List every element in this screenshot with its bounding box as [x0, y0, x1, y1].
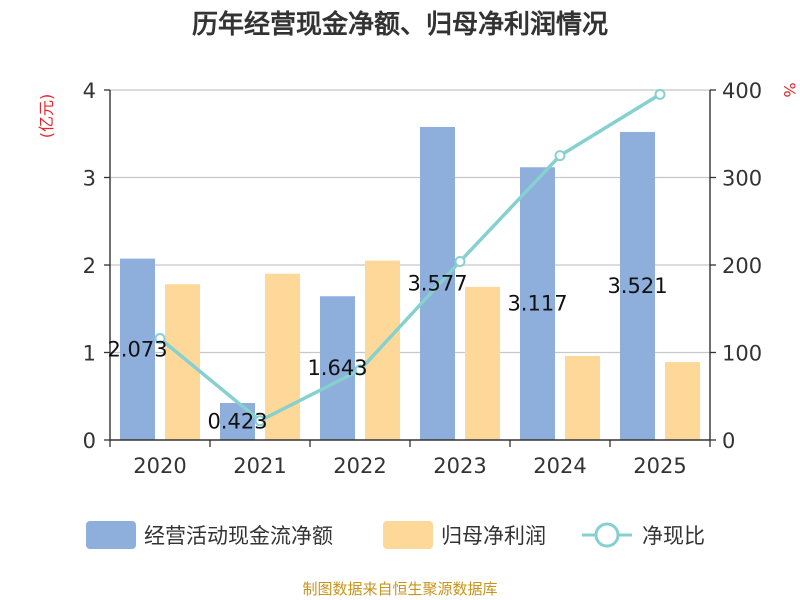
- chart-title: 历年经营现金净额、归母净利润情况: [192, 9, 608, 40]
- right-axis-tick-label: 400: [722, 79, 762, 103]
- ratio-point: [654, 88, 666, 100]
- data-label-cashflow: 1.643: [307, 356, 367, 380]
- left-axis-tick-label: 1: [83, 342, 96, 366]
- data-label-cashflow: 0.423: [207, 409, 267, 433]
- right-axis-tick-label: 300: [722, 167, 762, 191]
- bar-cashflow: [520, 167, 555, 440]
- ratio-point: [254, 415, 266, 427]
- bar-netprofit: [165, 284, 200, 440]
- source-note: 制图数据来自恒生聚源数据库: [302, 580, 497, 598]
- x-axis-tick-label: 2023: [433, 454, 486, 478]
- right-axis-tick-label: 200: [722, 254, 762, 278]
- right-axis-tick-label: 0: [722, 429, 735, 453]
- ratio-point: [154, 333, 166, 344]
- bar-netprofit: [565, 356, 600, 440]
- bar-netprofit: [365, 260, 400, 440]
- axes: 0 1 2 3 4 0 100 200 300 400 2020 2021 2022 2023 2024 20…: [83, 79, 762, 478]
- legend-label-ratio: 净现比: [642, 524, 705, 548]
- x-axis-tick-label: 2020: [133, 454, 186, 478]
- data-label-cashflow: 3.521: [607, 274, 667, 298]
- right-axis-tick-label: 100: [722, 342, 762, 366]
- legend-swatch-ratio-marker: [594, 522, 620, 548]
- x-axis-tick-label: 2022: [333, 454, 386, 478]
- bar-cashflow: [120, 258, 155, 440]
- legend-label-cashflow: 经营活动现金流净额: [144, 524, 333, 548]
- left-axis-tick-label: 4: [83, 79, 96, 103]
- legend-swatch-cashflow: [86, 521, 136, 549]
- bar-cashflow: [320, 296, 355, 440]
- data-label-cashflow: 3.117: [507, 292, 567, 316]
- bar-netprofit: [465, 286, 500, 440]
- bar-cashflow: [620, 131, 655, 440]
- left-axis-tick-label: 2: [83, 254, 96, 278]
- legend-swatch-netprofit: [383, 521, 433, 549]
- ratio-line-series: [154, 88, 666, 427]
- x-axis-tick-label: 2021: [233, 454, 286, 478]
- ratio-point: [454, 256, 466, 267]
- legend-label-netprofit: 归母净利润: [441, 524, 546, 548]
- right-axis-unit: %: [780, 82, 799, 97]
- x-axis-tick-label: 2024: [533, 454, 586, 478]
- x-axis-tick-label: 2025: [633, 454, 686, 478]
- bar-netprofit: [665, 362, 700, 440]
- left-axis-unit: (亿元): [37, 94, 56, 139]
- data-labels: 2.073 0.423 1.643 3.577 3.117 3.521: [107, 272, 667, 434]
- bar-netprofit: [265, 273, 300, 440]
- left-axis-tick-label: 3: [83, 167, 96, 191]
- ratio-line: [158, 92, 661, 423]
- legend: 经营活动现金流净额 归母净利润 净现比: [86, 521, 705, 549]
- data-label-cashflow: 3.577: [407, 272, 467, 296]
- data-label-cashflow: 2.073: [107, 337, 167, 361]
- ratio-point: [554, 150, 566, 162]
- ratio-point: [354, 364, 366, 376]
- bars: [120, 127, 700, 440]
- left-axis-tick-label: 0: [83, 429, 96, 453]
- grid-lines: [110, 89, 710, 354]
- bar-cashflow: [220, 402, 255, 440]
